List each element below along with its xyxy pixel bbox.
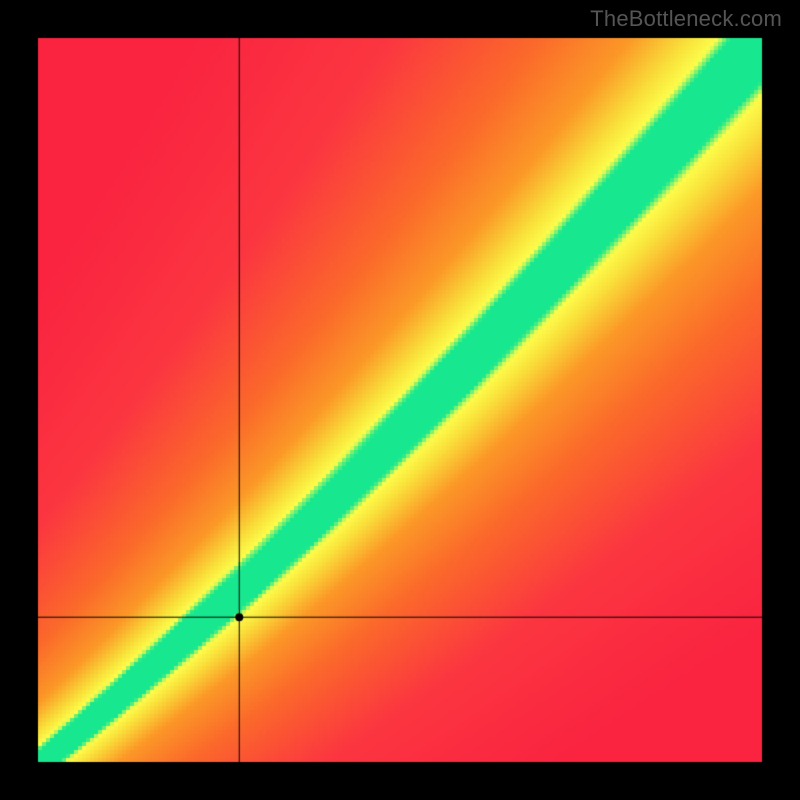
chart-container: TheBottleneck.com [0, 0, 800, 800]
heatmap-canvas [0, 0, 800, 800]
watermark-text: TheBottleneck.com [590, 6, 782, 32]
